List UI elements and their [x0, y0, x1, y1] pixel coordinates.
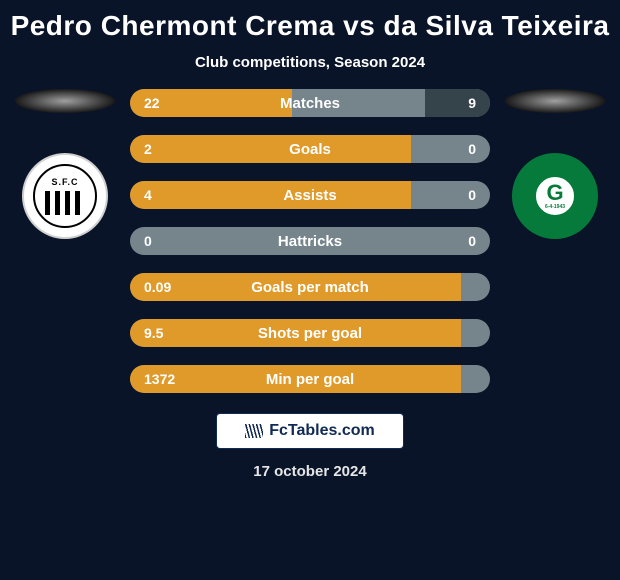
stat-row: 0 0 Hattricks	[130, 227, 490, 255]
brand-text: FcTables.com	[269, 422, 375, 440]
comparison-area: S.F.C 22 9 Matches 2 0 Goals 4 0 Assists 0 0 Hattri…	[0, 89, 620, 393]
stat-value-left: 0.09	[144, 279, 171, 295]
club-badge-left: S.F.C	[22, 153, 108, 239]
stat-value-left: 0	[144, 233, 152, 249]
subtitle: Club competitions, Season 2024	[0, 54, 620, 71]
stat-row: 9.5 Shots per goal	[130, 319, 490, 347]
stat-value-right: 0	[468, 233, 476, 249]
club-right-date: 6-4-1943	[545, 204, 565, 210]
stat-row: 0.09 Goals per match	[130, 273, 490, 301]
stat-label: Hattricks	[278, 233, 342, 250]
chart-icon	[245, 424, 263, 438]
stat-value-left: 2	[144, 141, 152, 157]
stat-label: Assists	[283, 187, 336, 204]
bar-left	[130, 135, 411, 163]
club-badge-left-inner: S.F.C	[33, 164, 97, 228]
page-title: Pedro Chermont Crema vs da Silva Teixeir…	[0, 10, 620, 42]
stat-value-right: 9	[468, 95, 476, 111]
club-right-letter: G	[546, 182, 563, 204]
stripes-icon	[45, 191, 85, 215]
player-shadow-right	[505, 89, 605, 113]
stat-value-left: 1372	[144, 371, 175, 387]
stat-value-right: 0	[468, 141, 476, 157]
club-badge-right: G 6-4-1943	[512, 153, 598, 239]
stat-label: Min per goal	[266, 371, 354, 388]
club-left-abbrev: S.F.C	[51, 177, 78, 187]
brand-box: FcTables.com	[216, 413, 404, 449]
club-badge-right-inner: G 6-4-1943	[533, 174, 577, 218]
bar-right	[425, 89, 490, 117]
stat-value-left: 4	[144, 187, 152, 203]
stat-label: Goals per match	[251, 279, 369, 296]
stat-value-left: 22	[144, 95, 160, 111]
stat-row: 22 9 Matches	[130, 89, 490, 117]
player-shadow-left	[15, 89, 115, 113]
stat-label: Shots per goal	[258, 325, 362, 342]
date-text: 17 october 2024	[253, 463, 366, 480]
stat-row: 2 0 Goals	[130, 135, 490, 163]
right-club-column: G 6-4-1943	[500, 89, 610, 239]
stat-row: 1372 Min per goal	[130, 365, 490, 393]
left-club-column: S.F.C	[10, 89, 120, 239]
stat-value-left: 9.5	[144, 325, 163, 341]
footer: FcTables.com 17 october 2024	[0, 413, 620, 480]
stat-label: Matches	[280, 95, 340, 112]
comparison-infographic: Pedro Chermont Crema vs da Silva Teixeir…	[0, 0, 620, 580]
stat-row: 4 0 Assists	[130, 181, 490, 209]
bar-left	[130, 181, 411, 209]
stat-label: Goals	[289, 141, 331, 158]
stat-value-right: 0	[468, 187, 476, 203]
stat-bars: 22 9 Matches 2 0 Goals 4 0 Assists 0 0 Hattricks 0.0…	[130, 89, 490, 393]
